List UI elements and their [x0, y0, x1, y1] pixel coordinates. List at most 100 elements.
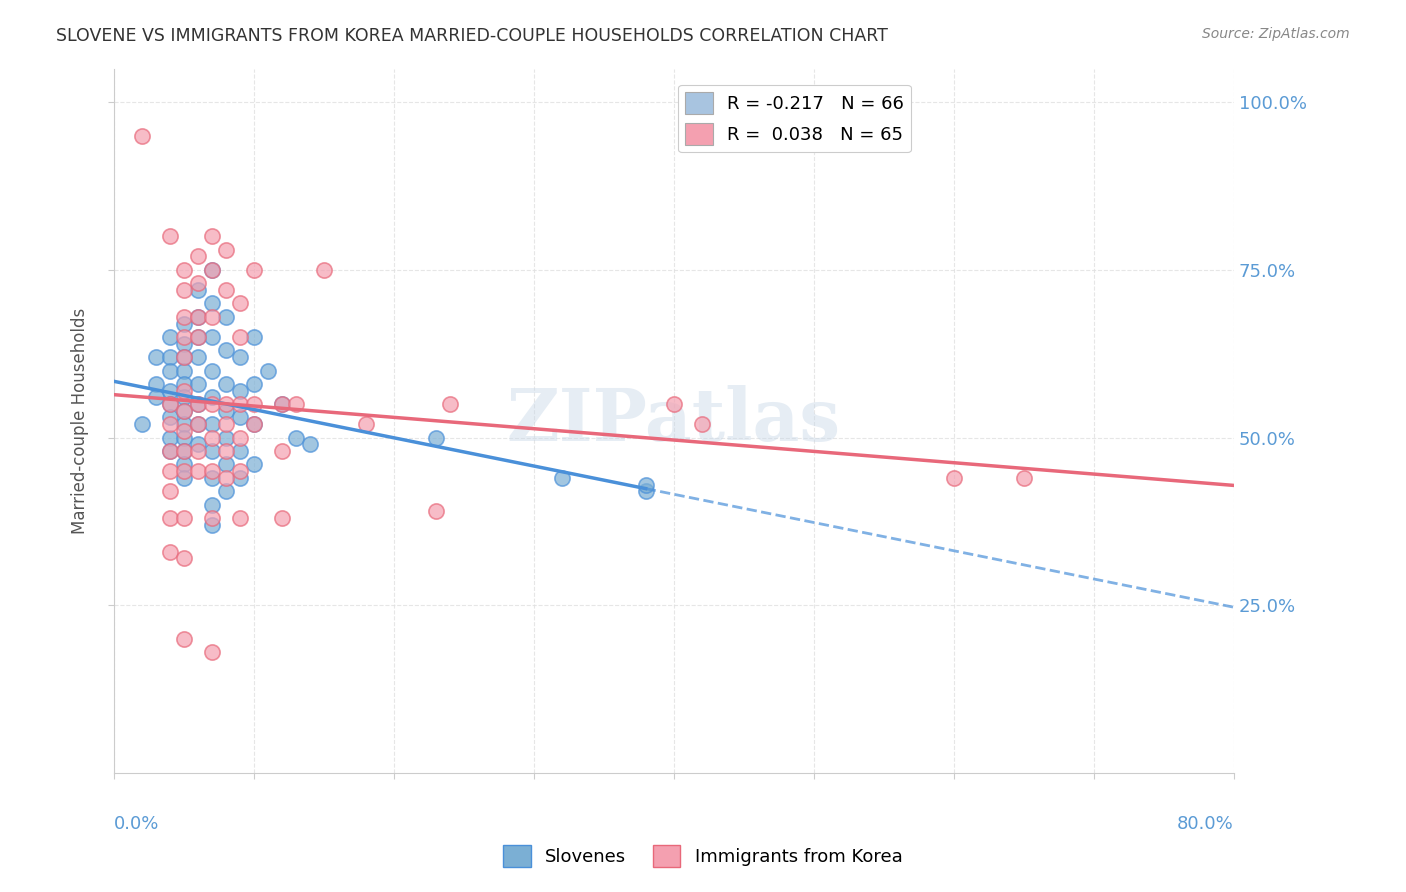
Point: [159, 484, 181, 499]
Point: [200, 263, 222, 277]
Point: [200, 397, 222, 411]
Point: [173, 551, 195, 566]
Point: [187, 350, 209, 364]
Point: [173, 458, 195, 472]
Point: [214, 458, 236, 472]
Text: ZIPatlas: ZIPatlas: [506, 385, 841, 457]
Legend: Slovenes, Immigrants from Korea: Slovenes, Immigrants from Korea: [496, 838, 910, 874]
Point: [159, 229, 181, 244]
Point: [187, 330, 209, 344]
Point: [270, 511, 292, 525]
Legend: R = -0.217   N = 66, R =  0.038   N = 65: R = -0.217 N = 66, R = 0.038 N = 65: [678, 85, 911, 153]
Point: [187, 376, 209, 391]
Point: [214, 471, 236, 485]
Point: [256, 363, 278, 377]
Point: [270, 397, 292, 411]
Point: [425, 504, 447, 518]
Point: [214, 310, 236, 324]
Point: [159, 330, 181, 344]
Point: [228, 410, 250, 425]
Point: [200, 511, 222, 525]
Point: [187, 417, 209, 432]
Point: [228, 431, 250, 445]
Point: [228, 384, 250, 398]
Point: [200, 645, 222, 659]
Point: [228, 511, 250, 525]
Point: [159, 384, 181, 398]
Point: [159, 363, 181, 377]
Point: [187, 310, 209, 324]
Point: [242, 417, 264, 432]
Point: [214, 484, 236, 499]
Point: [173, 317, 195, 331]
Point: [242, 458, 264, 472]
Point: [173, 417, 195, 432]
Point: [145, 376, 167, 391]
Point: [159, 410, 181, 425]
Point: [214, 444, 236, 458]
Point: [187, 464, 209, 478]
Point: [200, 390, 222, 404]
Point: [173, 330, 195, 344]
Point: [159, 444, 181, 458]
Point: [200, 417, 222, 432]
Point: [228, 350, 250, 364]
Text: 80.0%: 80.0%: [1177, 815, 1234, 833]
Point: [200, 431, 222, 445]
Point: [662, 397, 685, 411]
Point: [200, 229, 222, 244]
Point: [214, 283, 236, 297]
Point: [270, 444, 292, 458]
Point: [159, 397, 181, 411]
Point: [200, 464, 222, 478]
Point: [145, 390, 167, 404]
Point: [173, 384, 195, 398]
Point: [187, 437, 209, 451]
Point: [214, 404, 236, 418]
Point: [187, 283, 209, 297]
Point: [200, 263, 222, 277]
Point: [173, 404, 195, 418]
Point: [200, 517, 222, 532]
Point: [354, 417, 377, 432]
Point: [228, 397, 250, 411]
Point: [187, 444, 209, 458]
Point: [634, 484, 657, 499]
Point: [242, 417, 264, 432]
Point: [200, 330, 222, 344]
Point: [159, 431, 181, 445]
Point: [242, 263, 264, 277]
Point: [173, 511, 195, 525]
Point: [173, 390, 195, 404]
Point: [228, 444, 250, 458]
Point: [214, 417, 236, 432]
Point: [159, 417, 181, 432]
Text: SLOVENE VS IMMIGRANTS FROM KOREA MARRIED-COUPLE HOUSEHOLDS CORRELATION CHART: SLOVENE VS IMMIGRANTS FROM KOREA MARRIED…: [56, 27, 889, 45]
Point: [214, 243, 236, 257]
Point: [173, 283, 195, 297]
Point: [270, 397, 292, 411]
Point: [145, 350, 167, 364]
Point: [173, 431, 195, 445]
Point: [173, 424, 195, 438]
Point: [634, 477, 657, 491]
Point: [187, 417, 209, 432]
Point: [200, 498, 222, 512]
Point: [214, 431, 236, 445]
Point: [173, 471, 195, 485]
Point: [284, 431, 307, 445]
Point: [173, 350, 195, 364]
Y-axis label: Married-couple Households: Married-couple Households: [72, 308, 89, 534]
Point: [159, 464, 181, 478]
Text: Source: ZipAtlas.com: Source: ZipAtlas.com: [1202, 27, 1350, 41]
Text: 0.0%: 0.0%: [114, 815, 159, 833]
Point: [159, 444, 181, 458]
Point: [173, 376, 195, 391]
Point: [200, 310, 222, 324]
Point: [214, 376, 236, 391]
Point: [312, 263, 335, 277]
Point: [173, 263, 195, 277]
Point: [200, 296, 222, 310]
Point: [173, 363, 195, 377]
Point: [173, 632, 195, 646]
